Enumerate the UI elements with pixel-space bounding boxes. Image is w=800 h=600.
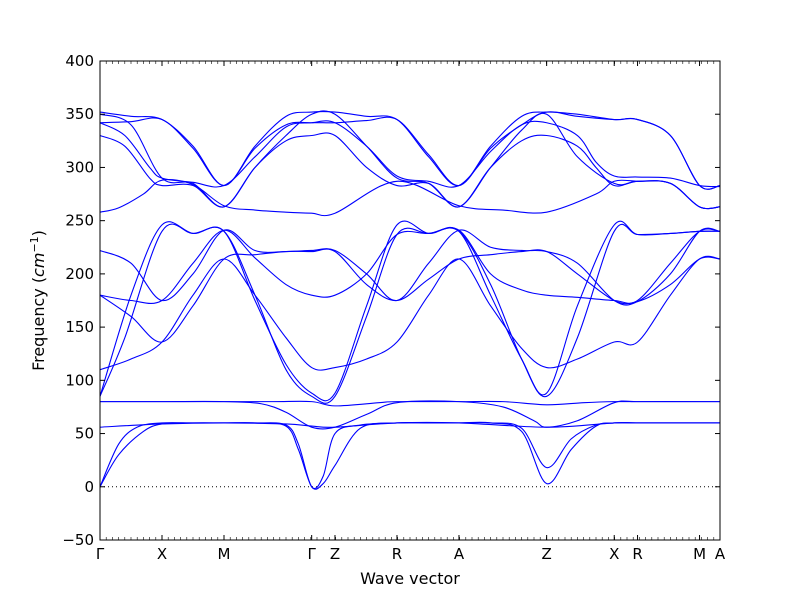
band-line-11 — [99, 227, 721, 306]
y-tick-label: 200 — [65, 265, 94, 283]
plot-frame — [99, 60, 721, 541]
x-tick-label: A — [454, 545, 465, 563]
band-line-2 — [99, 421, 720, 490]
y-tick-label: 150 — [65, 318, 94, 336]
y-axis-title-unit: cm — [29, 253, 48, 277]
y-axis-ticks: −50 0 50 100 150 200 250 300 350 400 — [62, 52, 720, 549]
y-axis-title: Frequency (cm−1) — [28, 230, 48, 371]
band-lines — [99, 110, 721, 490]
y-tick-label: 350 — [65, 105, 94, 123]
y-axis-title-suffix: ) — [29, 230, 48, 236]
y-tick-label: 0 — [84, 478, 94, 496]
y-axis-title-prefix: Frequency ( — [29, 277, 48, 371]
band-line-6 — [99, 223, 721, 404]
band-line-10 — [99, 227, 721, 305]
band-line-14 — [99, 120, 721, 188]
x-tick-label: R — [632, 545, 642, 563]
y-tick-label: 250 — [65, 212, 94, 230]
x-tick-label: Γ — [307, 545, 316, 563]
band-line-8 — [99, 255, 721, 371]
x-tick-label: R — [392, 545, 402, 563]
band-line-5 — [100, 400, 720, 430]
y-tick-label: 300 — [65, 158, 94, 176]
band-line-13 — [99, 132, 721, 210]
y-tick-label: −50 — [62, 531, 94, 549]
x-axis-title: Wave vector — [360, 569, 460, 588]
band-line-17 — [99, 110, 721, 210]
x-tick-label: M — [693, 545, 706, 563]
band-line-3 — [99, 421, 720, 428]
y-tick-label: 100 — [65, 371, 94, 389]
x-tick-label: Z — [330, 545, 340, 563]
x-tick-label: Z — [542, 545, 552, 563]
band-line-1 — [99, 421, 720, 490]
x-tick-label: X — [157, 545, 167, 563]
band-line-9 — [99, 248, 721, 343]
y-axis-title-exponent: −1 — [28, 236, 41, 252]
band-line-7 — [99, 220, 721, 402]
y-tick-label: 400 — [65, 52, 94, 70]
x-tick-label: Γ — [96, 545, 105, 563]
x-tick-label: A — [715, 545, 726, 563]
x-tick-label: X — [609, 545, 619, 563]
y-tick-label: 50 — [75, 425, 94, 443]
band-line-16 — [99, 111, 721, 190]
x-tick-label: M — [218, 545, 231, 563]
